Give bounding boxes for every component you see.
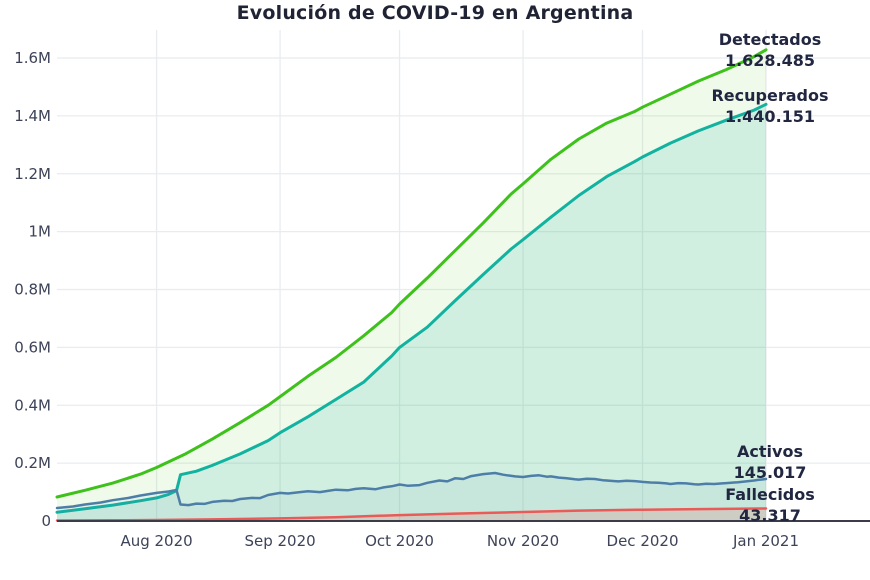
x-tick-label: Dec 2020 <box>607 532 679 550</box>
x-tick-label: Oct 2020 <box>365 532 434 550</box>
y-tick-label: 0.6M <box>14 338 51 356</box>
annotation-activos-value: 145.017 <box>733 463 807 482</box>
y-tick-label: 1M <box>29 223 52 241</box>
y-tick-label: 0.8M <box>14 281 51 299</box>
y-tick-label: 1.2M <box>14 165 51 183</box>
x-tick-label: Nov 2020 <box>487 532 559 550</box>
annotation-activos: Activos 145.017 <box>688 441 852 483</box>
annotation-fallecidos: Fallecidos 43.317 <box>688 484 852 526</box>
y-tick-label: 0 <box>41 512 51 530</box>
y-tick-label: 1.4M <box>14 107 51 125</box>
annotation-fallecidos-value: 43.317 <box>739 506 801 525</box>
y-tick-label: 0.4M <box>14 396 51 414</box>
annotation-recuperados: Recuperados 1.440.151 <box>688 85 852 127</box>
y-tick-label: 1.6M <box>14 49 51 67</box>
annotation-detectados-value: 1.628.485 <box>724 51 816 70</box>
area-detectados <box>57 49 766 522</box>
annotation-recuperados-value: 1.440.151 <box>724 107 816 126</box>
annotation-detectados-label: Detectados <box>718 30 822 49</box>
chart-title: Evolución de COVID-19 en Argentina <box>236 2 634 24</box>
line-detectados <box>55 48 768 499</box>
area-recuperados <box>57 104 766 522</box>
annotation-activos-label: Activos <box>737 442 803 461</box>
line-activos <box>55 471 768 510</box>
line-recuperados <box>55 102 768 514</box>
x-tick-label: Jan 2021 <box>732 532 799 550</box>
y-tick-label: 0.2M <box>14 454 51 472</box>
annotation-detectados: Detectados 1.628.485 <box>688 29 852 71</box>
x-tick-label: Aug 2020 <box>120 532 192 550</box>
x-tick-label: Sep 2020 <box>244 532 315 550</box>
annotation-recuperados-label: Recuperados <box>711 86 829 105</box>
annotation-fallecidos-label: Fallecidos <box>725 485 815 504</box>
area-activos <box>57 473 766 521</box>
